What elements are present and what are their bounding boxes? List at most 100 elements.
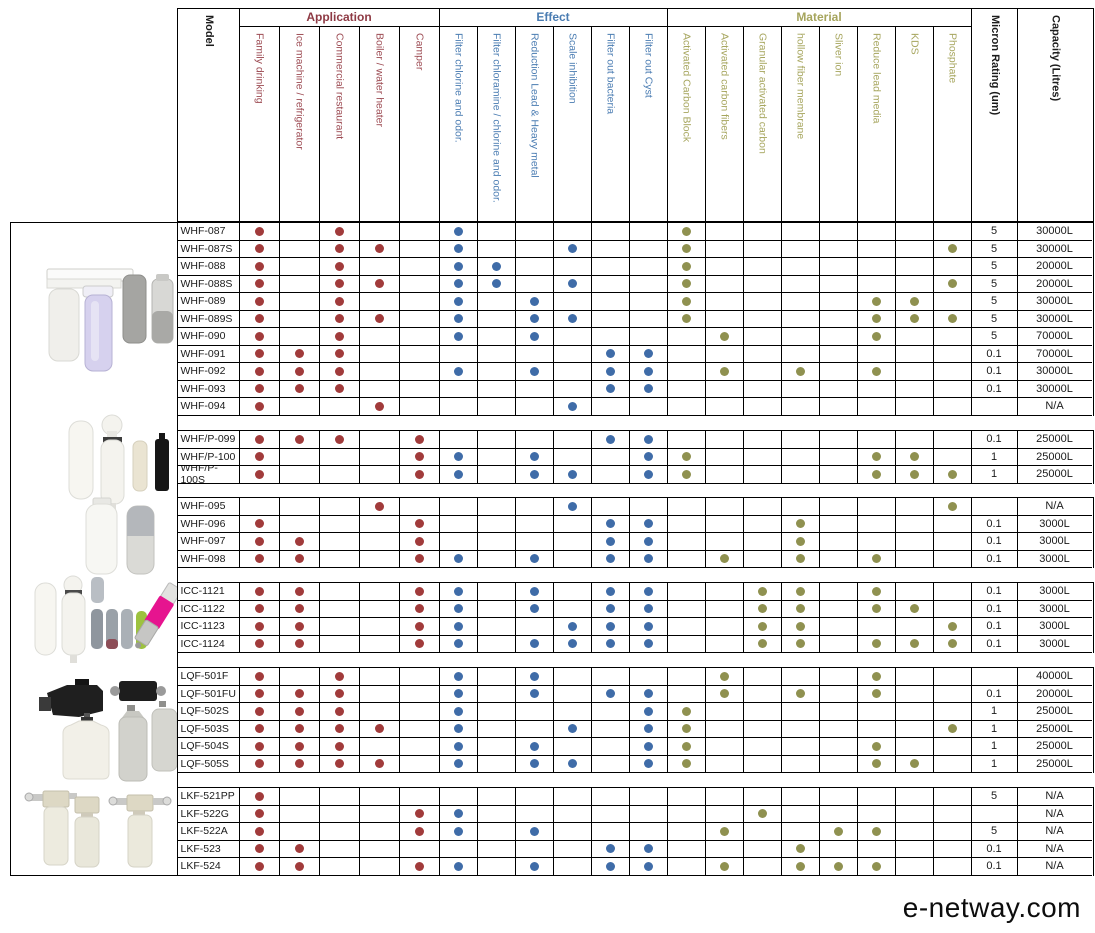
- material-dot-cell: [933, 720, 972, 738]
- application-dot: [254, 586, 264, 596]
- empty-cell: [279, 788, 320, 806]
- empty-cell: [819, 345, 858, 363]
- application-dot-cell: [239, 720, 280, 738]
- micron-rating-value: 5: [971, 310, 1018, 328]
- material-dot: [947, 244, 957, 254]
- capacity-value: 3000L: [1017, 636, 1092, 653]
- micron-rating-value: 1: [971, 755, 1018, 773]
- empty-cell: [667, 600, 706, 618]
- empty-cell: [477, 720, 516, 738]
- material-dot: [795, 536, 805, 546]
- empty-cell: [477, 840, 516, 858]
- application-dot-cell: [319, 310, 360, 328]
- micron-rating-value: 0.1: [971, 858, 1018, 876]
- capacity-value: 25000L: [1017, 449, 1092, 466]
- empty-cell: [591, 310, 630, 328]
- empty-cell: [819, 363, 858, 381]
- empty-cell: [667, 498, 706, 516]
- effect-dot: [529, 452, 539, 462]
- empty-cell: [399, 363, 440, 381]
- application-dot: [334, 244, 344, 254]
- application-dot-cell: [279, 583, 320, 601]
- empty-cell: [515, 533, 554, 551]
- application-dot: [414, 554, 424, 564]
- empty-cell: [743, 823, 782, 841]
- effect-dot: [643, 536, 653, 546]
- material-dot-cell: [857, 328, 896, 346]
- material-dot-cell: [705, 685, 744, 703]
- material-dot-cell: [781, 685, 820, 703]
- empty-cell: [359, 431, 400, 449]
- application-dot-cell: [399, 618, 440, 636]
- empty-cell: [319, 550, 360, 568]
- empty-cell: [819, 498, 858, 516]
- model-name: WHF-088: [177, 258, 240, 276]
- empty-cell: [933, 380, 972, 398]
- effect-dot-cell: [439, 703, 478, 721]
- empty-cell: [743, 840, 782, 858]
- empty-cell: [781, 431, 820, 449]
- capacity-value: 20000L: [1017, 686, 1092, 703]
- empty-cell: [439, 788, 478, 806]
- application-dot: [414, 434, 424, 444]
- effect-dot-cell: [629, 431, 668, 449]
- empty-cell: [819, 275, 858, 293]
- empty-cell: [933, 583, 972, 601]
- empty-cell: [743, 380, 782, 398]
- capacity-value: 3000L: [1017, 533, 1092, 551]
- material-dot: [681, 261, 691, 271]
- application-dot: [334, 741, 344, 751]
- empty-cell: [477, 466, 516, 484]
- application-dot: [254, 226, 264, 236]
- micron-rating-value: 0.1: [971, 685, 1018, 703]
- empty-cell: [743, 738, 782, 756]
- effect-dot-cell: [439, 823, 478, 841]
- material-dot: [871, 759, 881, 769]
- application-dot: [374, 279, 384, 289]
- material-dot: [871, 469, 881, 479]
- application-dot-cell: [279, 550, 320, 568]
- capacity-value: 3000L: [1017, 618, 1092, 636]
- material-dot-cell: [857, 448, 896, 466]
- material-dot-cell: [895, 466, 934, 484]
- empty-cell: [359, 805, 400, 823]
- effect-dot: [643, 741, 653, 751]
- effect-dot-cell: [553, 618, 592, 636]
- application-dot: [254, 366, 264, 376]
- empty-cell: [477, 363, 516, 381]
- empty-cell: [743, 788, 782, 806]
- application-dot: [294, 604, 304, 614]
- model-name: LKF-521PP: [177, 788, 240, 806]
- empty-cell: [279, 258, 320, 276]
- table-row: ICC-1122 0.1 3000L: [177, 600, 1093, 618]
- capacity-value: N/A: [1017, 823, 1092, 841]
- effect-dot-cell: [515, 466, 554, 484]
- capacity-value: 3000L: [1017, 601, 1092, 618]
- empty-cell: [359, 258, 400, 276]
- effect-dot-cell: [553, 240, 592, 258]
- effect-dot-cell: [629, 466, 668, 484]
- effect-dot-cell: [591, 550, 630, 568]
- effect-dot: [567, 501, 577, 511]
- application-dot-cell: [319, 738, 360, 756]
- empty-cell: [743, 685, 782, 703]
- empty-cell: [399, 345, 440, 363]
- application-dot: [254, 536, 264, 546]
- empty-cell: [553, 293, 592, 311]
- watermark: e-netway.com: [902, 892, 1081, 923]
- empty-cell: [515, 275, 554, 293]
- empty-cell: [399, 668, 440, 686]
- empty-cell: [591, 398, 630, 416]
- application-dot: [254, 349, 264, 359]
- empty-cell: [895, 668, 934, 686]
- micron-rating-value: 0.1: [971, 380, 1018, 398]
- application-dot: [374, 501, 384, 511]
- empty-cell: [553, 805, 592, 823]
- effect-dot: [643, 469, 653, 479]
- effect-dot-cell: [515, 583, 554, 601]
- effect-dot-cell: [515, 738, 554, 756]
- empty-cell: [705, 431, 744, 449]
- effect-dot: [605, 861, 615, 871]
- effect-dot-cell: [439, 328, 478, 346]
- effect-dot: [643, 434, 653, 444]
